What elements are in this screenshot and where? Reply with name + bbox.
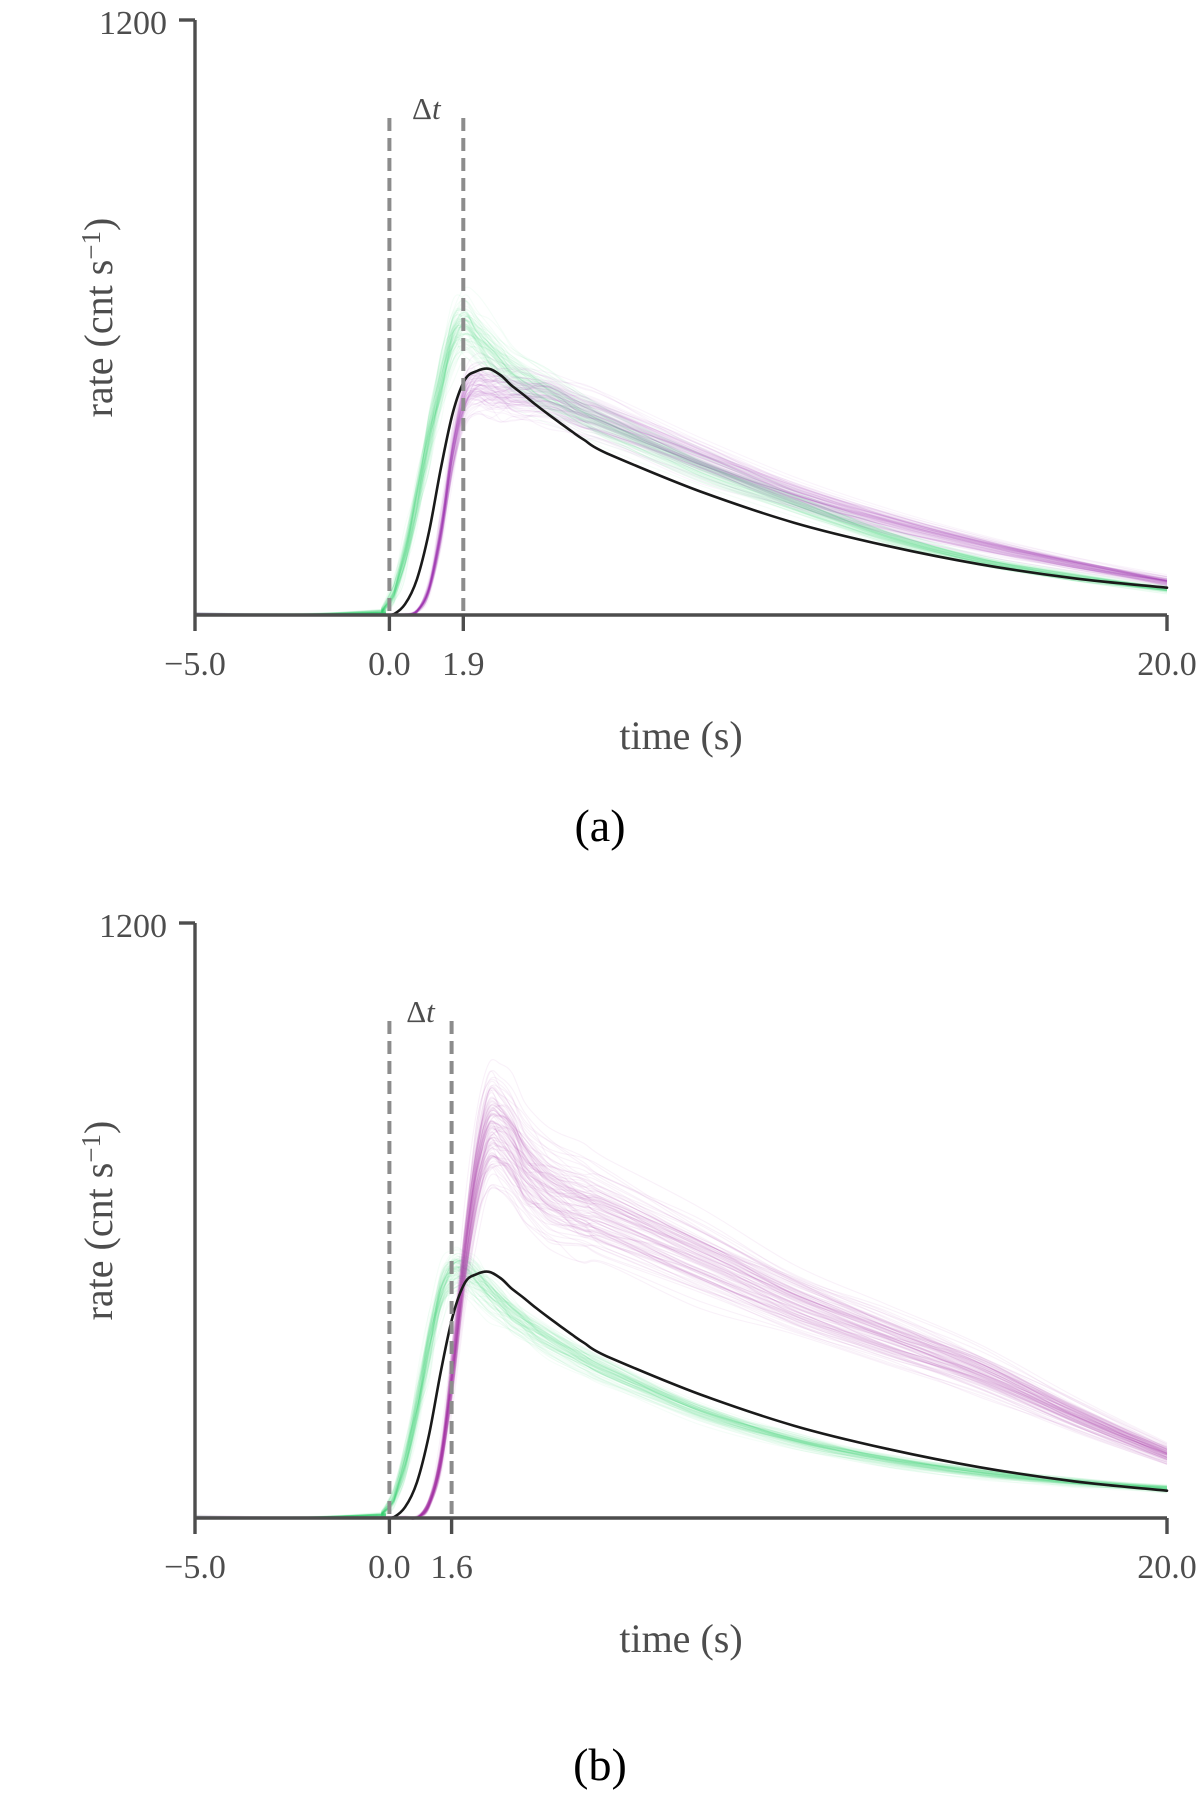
svg-text:time (s): time (s) xyxy=(619,1616,742,1661)
svg-text:1.6: 1.6 xyxy=(430,1549,473,1586)
svg-text:time (s): time (s) xyxy=(619,713,742,758)
svg-text:Δt: Δt xyxy=(412,91,442,126)
svg-text:1.9: 1.9 xyxy=(442,646,485,683)
svg-text:0.0: 0.0 xyxy=(368,646,411,683)
svg-text:1200: 1200 xyxy=(99,908,167,945)
svg-text:1200: 1200 xyxy=(99,5,167,42)
svg-text:−5.0: −5.0 xyxy=(164,1549,226,1586)
svg-text:−5.0: −5.0 xyxy=(164,646,226,683)
svg-text:Δt: Δt xyxy=(406,994,436,1029)
svg-text:20.0: 20.0 xyxy=(1137,1549,1197,1586)
svg-text:0.0: 0.0 xyxy=(368,1549,411,1586)
svg-text:20.0: 20.0 xyxy=(1137,646,1197,683)
